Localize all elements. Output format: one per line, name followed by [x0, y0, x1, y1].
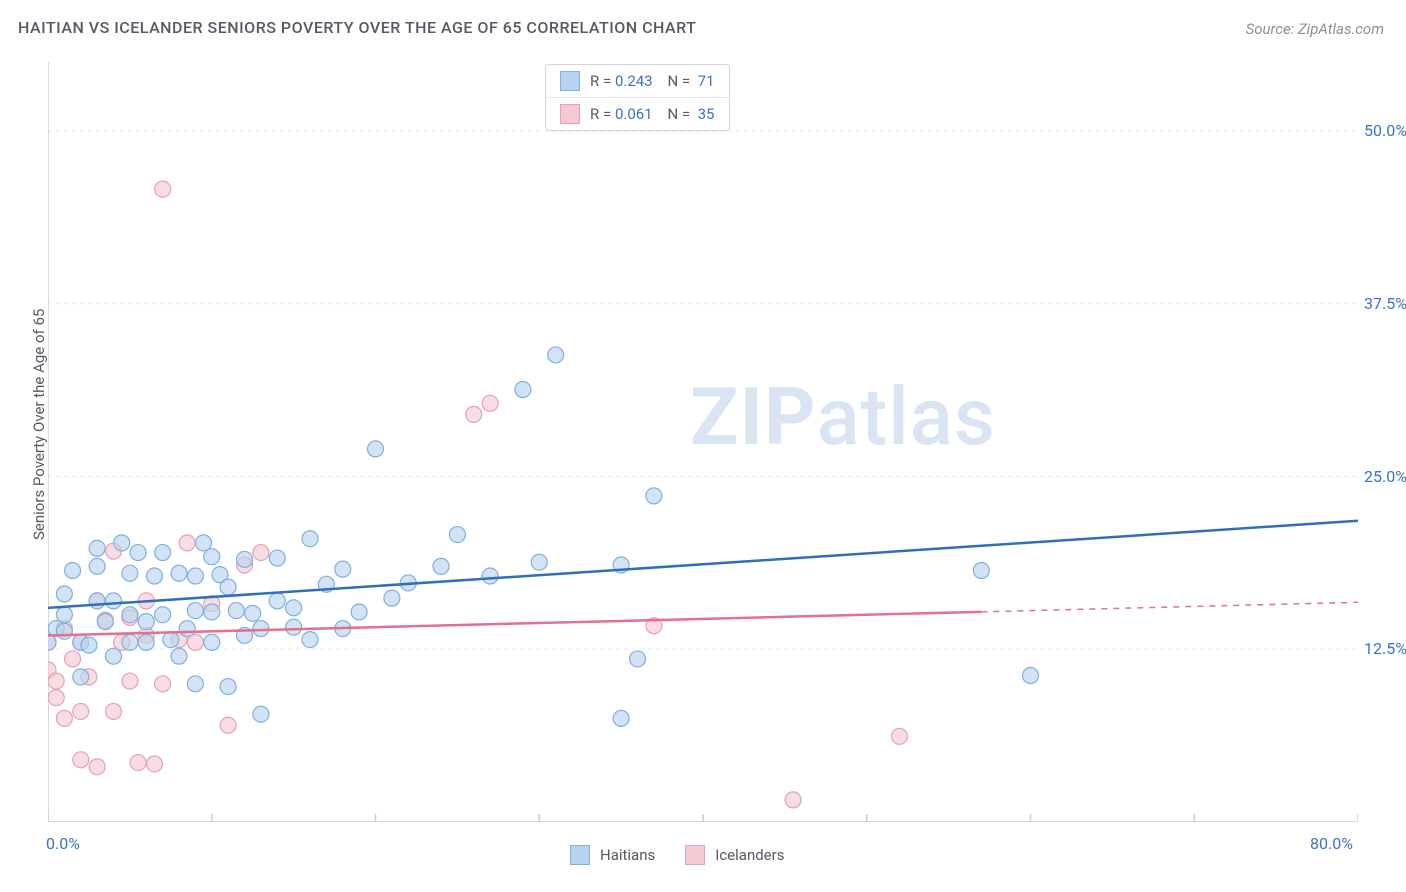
y-tick-label: 12.5% — [1364, 639, 1406, 658]
swatch-series2-b — [685, 845, 705, 865]
chart-title: HAITIAN VS ICELANDER SENIORS POVERTY OVE… — [18, 18, 696, 37]
legend-item-series2: Icelanders — [685, 845, 784, 865]
stats-legend-row-2: R = 0.061 N = 35 — [546, 97, 729, 130]
y-tick-label: 50.0% — [1364, 121, 1406, 140]
chart-container: HAITIAN VS ICELANDER SENIORS POVERTY OVE… — [0, 0, 1406, 892]
swatch-series1 — [560, 71, 580, 91]
stats-legend: R = 0.243 N = 71 R = 0.061 N = 35 — [545, 64, 730, 131]
x-tick-label: 80.0% — [1310, 834, 1353, 853]
y-tick-label: 25.0% — [1364, 467, 1406, 486]
legend-label-series2: Icelanders — [715, 846, 784, 864]
scatter-plot — [48, 62, 1358, 822]
y-tick-label: 37.5% — [1364, 294, 1406, 313]
stats-text-series1: R = 0.243 N = 71 — [590, 72, 715, 90]
stats-legend-row-1: R = 0.243 N = 71 — [546, 65, 729, 97]
legend-item-series1: Haitians — [570, 845, 655, 865]
swatch-series2 — [560, 104, 580, 124]
source-attribution: Source: ZipAtlas.com — [1246, 20, 1384, 38]
stats-text-series2: R = 0.061 N = 35 — [590, 105, 715, 123]
x-tick-label: 0.0% — [46, 834, 80, 853]
series-legend: Haitians Icelanders — [570, 845, 784, 865]
y-axis-label: Seniors Poverty Over the Age of 65 — [30, 309, 48, 540]
legend-label-series1: Haitians — [600, 846, 655, 864]
swatch-series1-b — [570, 845, 590, 865]
